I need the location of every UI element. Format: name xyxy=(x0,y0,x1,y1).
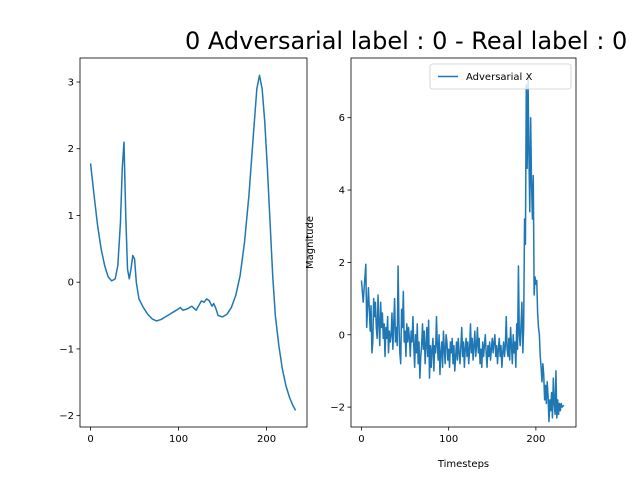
x-tick-label: 0 xyxy=(87,434,93,445)
legend-label: Adversarial X xyxy=(466,72,533,83)
y-tick-label: 2 xyxy=(68,144,74,155)
y-tick-label: −2 xyxy=(330,403,345,414)
y-tick-label: 4 xyxy=(339,186,345,197)
left-plot-panel: 0 100 200 −2 −1 0 1 2 3 xyxy=(59,57,308,445)
y-tick-label: 0 xyxy=(339,330,345,341)
x-tick-label: 100 xyxy=(439,434,458,445)
legend-box xyxy=(429,63,572,90)
x-tick-label: 0 xyxy=(358,434,364,445)
x-tick-label: 200 xyxy=(257,434,276,445)
x-axis-label: Timesteps xyxy=(437,459,489,470)
y-axis-label: Magnitude xyxy=(305,216,316,269)
y-tick-label: 6 xyxy=(339,113,345,124)
y-tick-label: 3 xyxy=(68,78,74,89)
y-tick-label: 1 xyxy=(68,211,74,222)
axes-frame xyxy=(79,57,308,428)
axes-frame xyxy=(350,57,577,428)
y-tick-label: 2 xyxy=(339,258,345,269)
figure-title: 0 Adversarial label : 0 - Real label : 0 xyxy=(185,27,627,55)
y-tick-label: −1 xyxy=(59,344,74,355)
y-tick-label: −2 xyxy=(59,411,74,422)
series-line-1-1 xyxy=(89,74,297,411)
right-plot-panel: 0 100 200 −2 0 2 4 6 Timesteps Magnitude Adversari… xyxy=(305,57,577,470)
y-tick-label: 0 xyxy=(68,278,74,289)
x-tick-label: 100 xyxy=(169,434,188,445)
series-line-2-1 xyxy=(360,77,565,423)
x-tick-label: 200 xyxy=(526,434,545,445)
